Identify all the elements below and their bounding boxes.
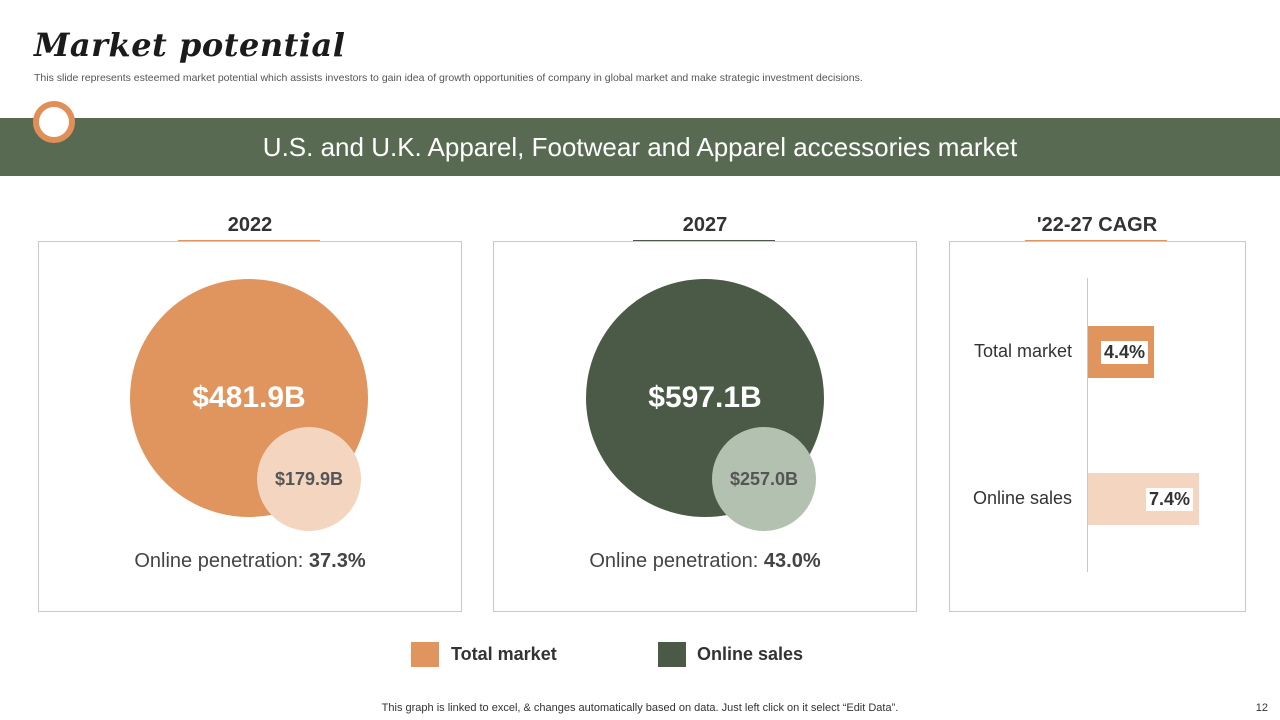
page-number: 12 [1255, 702, 1268, 714]
penetration-label: Online penetration: [589, 550, 759, 572]
slide-subtitle: This slide represents esteemed market po… [34, 72, 863, 84]
legend-swatch-total [411, 642, 439, 667]
legend-label-total: Total market [451, 644, 557, 664]
bubble-total-label: $481.9B [192, 381, 306, 414]
bar-value-online: 7.4% [1146, 488, 1194, 511]
banner-title: U.S. and U.K. Apparel, Footwear and Appa… [262, 132, 1018, 162]
chart-title-2027: 2027 [682, 214, 728, 236]
penetration-label: Online penetration: [134, 550, 304, 572]
panel-cagr [949, 241, 1246, 612]
banner: U.S. and U.K. Apparel, Footwear and Appa… [0, 118, 1280, 176]
bar-value-total: 4.4% [1101, 341, 1149, 364]
bar-category-online: Online sales [972, 488, 1072, 508]
bubble-online-2027: $257.0B [712, 427, 816, 531]
ring-icon [33, 101, 75, 143]
legend-swatch-online [658, 642, 686, 667]
penetration-value: 37.3% [308, 550, 366, 572]
bar-axis [1087, 278, 1088, 572]
penetration-2022: Online penetration: 37.3% [39, 550, 461, 573]
footnote: This graph is linked to excel, & changes… [381, 702, 899, 714]
penetration-value: 43.0% [763, 550, 821, 572]
bubble-total-2022: $481.9B [130, 279, 368, 517]
bubble-online-2022: $179.9B [257, 427, 361, 531]
bubble-total-label: $597.1B [648, 381, 762, 414]
chart-title-cagr: '22-27 CAGR [1036, 214, 1158, 236]
bar-category-total: Total market [973, 341, 1072, 361]
bubble-online-label: $179.9B [274, 468, 344, 489]
chart-title-2022: 2022 [227, 214, 273, 236]
bubble-online-label: $257.0B [729, 468, 799, 489]
slide-title: Market potential [34, 26, 346, 64]
penetration-2027: Online penetration: 43.0% [494, 550, 916, 573]
legend-label-online: Online sales [697, 644, 804, 664]
